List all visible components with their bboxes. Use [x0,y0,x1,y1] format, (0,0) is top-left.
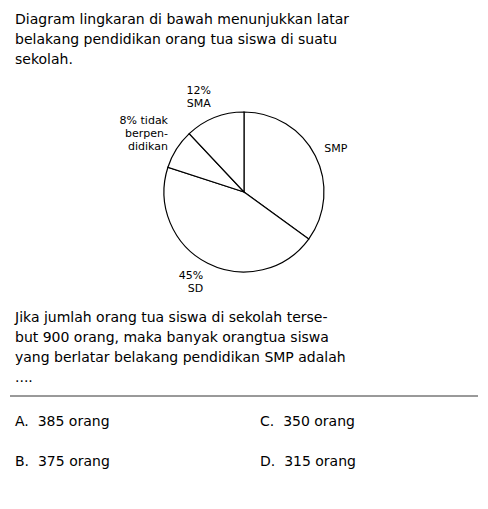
text-line: but 900 orang, maka banyak orangtua sisw… [15,329,329,345]
text-line: 45% [179,269,203,282]
question: Jika jumlah orang tua siswa di sekolah t… [14,309,346,385]
pie [164,112,324,272]
text-line: sekolah. [15,51,73,67]
pie-slice [189,112,244,192]
text-line: .... [15,369,33,385]
text-line: yang berlatar belakang pendidikan SMP ad… [15,349,346,365]
text-line: 8% tidak [120,114,169,127]
option: A. 385 orang [15,413,110,429]
text-line: didikan [128,140,168,153]
text-line: Jika jumlah orang tua siswa di sekolah t… [14,309,327,325]
slice-label: SMP [324,142,347,155]
title: Diagram lingkaran di bawah menunjukkan l… [15,11,349,67]
text-line: Diagram lingkaran di bawah menunjukkan l… [15,11,349,27]
option: D. 315 orang [260,453,356,469]
text-line: belakang pendidikan orang tua siswa di s… [15,31,337,47]
text-line: 12% [186,84,210,97]
chart: Diagram lingkaran di bawah menunjukkan l… [0,0,488,509]
option: B. 375 orang [15,453,110,469]
separator [10,396,478,397]
option: C. 350 orang [260,413,355,429]
text-line: berpen- [125,127,168,140]
slice-label: 12%SMA [186,84,211,110]
slice-labels: SMP 45%SD 8% tidakberpen-didikan 12%SMA [120,84,348,295]
slice-label: 8% tidakberpen-didikan [120,114,169,153]
text-line: SMA [187,97,211,110]
slice-label: 45%SD [179,269,203,295]
text-line: SD [188,282,203,295]
text-line: SMP [324,142,347,155]
